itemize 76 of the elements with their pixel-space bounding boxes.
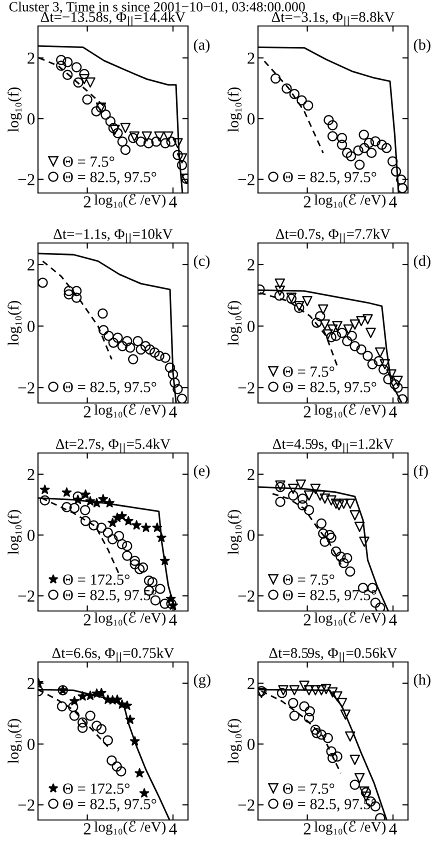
- y-tick-label: −2: [18, 174, 34, 186]
- x-tick-label: 4: [169, 406, 177, 418]
- x-tick-label: 2: [304, 823, 311, 834]
- x-tick-label: 4: [389, 823, 397, 834]
- y-axis-title: log₁₀(f): [8, 510, 22, 554]
- y-axis-title: log₁₀(f): [228, 87, 242, 132]
- x-tick-label: 2: [304, 406, 311, 418]
- y-tick-label: 2: [248, 52, 254, 64]
- y-tick-label: −2: [18, 800, 34, 811]
- x-tick-label: 2: [84, 823, 91, 834]
- legend-label: Θ = 82.5, 97.5°: [283, 172, 376, 184]
- x-tick-label: 2: [84, 614, 91, 626]
- legend-label: Θ = 82.5, 97.5°: [283, 382, 376, 394]
- x-axis-title: log₁₀(ℰ /eV): [94, 194, 166, 208]
- legend-label: Θ = 82.5, 97.5°: [63, 382, 156, 394]
- x-tick-label: 4: [389, 614, 397, 626]
- legend-label: Θ = 82.5, 97.5°: [63, 172, 156, 184]
- x-tick-label: 4: [169, 823, 177, 834]
- legend-label: Θ = 172.5°: [63, 783, 130, 794]
- text: (a): [194, 39, 210, 53]
- y-axis-title: log₁₀(f): [8, 87, 22, 132]
- y-tick-label: −2: [18, 382, 34, 394]
- y-tick-label: 2: [28, 678, 34, 690]
- text: (g): [194, 674, 210, 688]
- y-axis-title: log₁₀(f): [8, 300, 22, 346]
- y-tick-label: 2: [28, 52, 34, 64]
- text: (c): [194, 255, 210, 270]
- y-axis-title: log₁₀(f): [228, 300, 242, 346]
- legend-label: Θ = 7.5°: [63, 156, 114, 167]
- y-axis-title: log₁₀(f): [228, 718, 242, 764]
- x-axis-title: log₁₀(ℰ /eV): [314, 194, 386, 208]
- y-axis-title: log₁₀(f): [8, 718, 22, 764]
- text: (f): [414, 464, 428, 479]
- x-axis-title: log₁₀(ℰ /eV): [314, 612, 386, 626]
- y-tick-label: 0: [28, 113, 35, 125]
- y-tick-label: 2: [248, 259, 254, 270]
- text: (b): [414, 39, 430, 53]
- y-tick-label: 0: [248, 530, 255, 541]
- x-axis-title: log₁₀(ℰ /eV): [94, 404, 166, 418]
- x-tick-label: 2: [84, 196, 91, 208]
- y-axis-title: log₁₀(f): [228, 510, 242, 554]
- x-tick-label: 4: [389, 406, 397, 418]
- x-tick-label: 2: [304, 614, 311, 626]
- x-tick-label: 4: [389, 196, 397, 208]
- text: (h): [414, 674, 430, 688]
- text: (d): [414, 255, 430, 270]
- y-tick-label: −2: [18, 590, 34, 602]
- x-tick-label: 2: [84, 406, 91, 418]
- y-tick-label: 0: [28, 320, 35, 332]
- y-tick-label: 0: [28, 738, 35, 750]
- y-tick-label: 2: [248, 678, 254, 690]
- y-tick-label: 0: [248, 738, 255, 750]
- y-tick-label: −2: [238, 800, 254, 811]
- x-axis-title: log₁₀(ℰ /eV): [314, 820, 386, 835]
- legend-label: Θ = 82.5, 97.5°: [63, 798, 156, 812]
- x-axis-title: log₁₀(ℰ /eV): [94, 820, 166, 835]
- y-tick-label: 0: [28, 530, 35, 541]
- text: (e): [194, 465, 210, 479]
- y-tick-label: 0: [248, 320, 255, 332]
- legend-label: Θ = 172.5°: [63, 574, 130, 585]
- text: Cluster 3, Time in s since 2001−10−01, 03:48:00.000: [9, 2, 305, 14]
- y-tick-label: −2: [238, 590, 254, 602]
- y-tick-label: 2: [248, 469, 254, 480]
- y-tick-label: −2: [238, 382, 254, 394]
- y-tick-label: 0: [248, 113, 255, 125]
- y-tick-label: 2: [28, 469, 34, 480]
- legend-label: Θ = 7.5°: [283, 366, 334, 377]
- y-tick-label: −2: [238, 174, 254, 186]
- x-tick-label: 4: [169, 196, 177, 208]
- legend-label: Θ = 7.5°: [283, 783, 334, 794]
- x-tick-label: 2: [304, 196, 311, 208]
- x-axis-title: log₁₀(ℰ /eV): [94, 612, 166, 626]
- x-tick-label: 4: [169, 614, 177, 626]
- y-tick-label: 2: [28, 259, 34, 270]
- legend-label: Θ = 7.5°: [283, 574, 334, 585]
- x-axis-title: log₁₀(ℰ /eV): [314, 404, 386, 418]
